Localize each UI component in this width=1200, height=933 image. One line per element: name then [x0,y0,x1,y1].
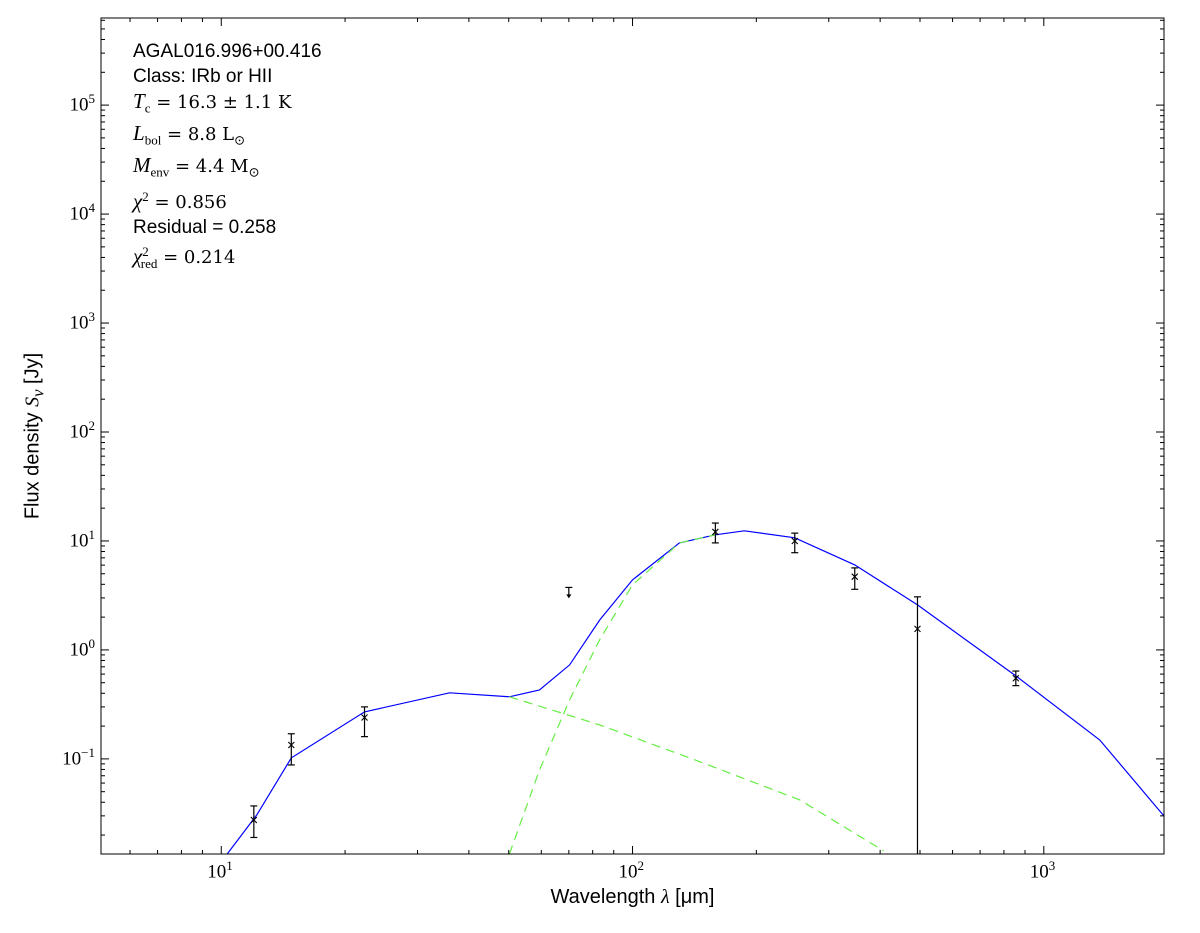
y-tick-label: 100 [69,635,96,661]
data-point-6 [914,625,921,633]
x-tick-label: 103 [1029,858,1056,883]
x-axis-label: Wavelength λ [μm] [550,886,715,908]
data-point-5 [851,573,859,581]
data-point-1 [287,741,295,749]
data-point-0 [250,816,258,824]
data-point-3 [711,528,719,536]
y-tick-label: 105 [69,91,96,116]
y-tick-label: 101 [69,526,96,552]
model-curve-1 [509,696,885,852]
source-class: Class: IRb or HII [133,65,273,87]
y-tick-label: 104 [69,200,96,225]
model-curve-0 [226,530,1164,854]
residual: Residual = 0.258 [133,216,277,238]
chi-squared: χ2 = 0.856 [133,189,227,214]
annotation-block: AGAL016.996+00.416 Class: IRb or HII Tc … [133,40,322,276]
model-curve-2 [508,534,716,854]
upper-limit-arrow-0 [566,594,572,599]
y-axis-label: Flux density Sν [Jy] [21,352,48,520]
reduced-chi-squared: χ2red = 0.214 [133,244,236,271]
x-tick-label: 101 [207,858,233,883]
data-point-7 [1012,674,1020,682]
y-tick-label: 10−1 [62,744,95,770]
data-point-2 [361,714,368,721]
y-tick-label: 103 [69,309,96,334]
source-name: AGAL016.996+00.416 [133,41,322,62]
y-tick-label: 102 [69,417,96,443]
luminosity: Lbol = 8.8 L⊙ [133,121,246,148]
data-point-4 [791,537,799,545]
x-tick-label: 102 [618,858,645,883]
envelope-mass: Menv = 4.4 M⊙ [133,153,260,180]
temperature: Tc = 16.3 ± 1.1 K [133,89,292,116]
